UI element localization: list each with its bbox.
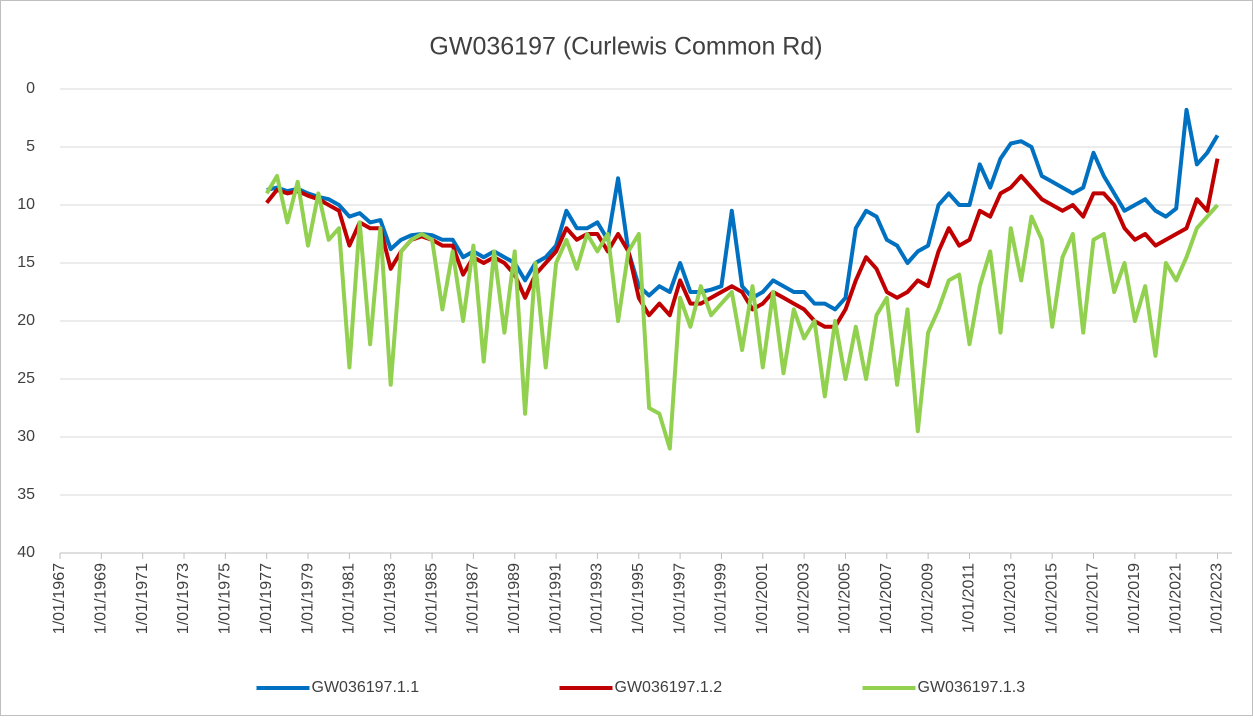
y-tick-label: 30 [17,428,35,445]
x-tick-label: 1/01/1987 [465,563,482,634]
x-tick-label: 1/01/1999 [713,563,730,634]
x-tick-label: 1/01/1991 [547,563,564,634]
x-tick-label: 1/01/2009 [919,563,936,634]
x-tick-label: 1/01/2001 [754,563,771,634]
x-tick-label: 1/01/2013 [1002,563,1019,634]
x-tick-label: 1/01/1997 [671,563,688,634]
y-tick-label: 35 [17,486,35,503]
y-tick-label: 0 [26,80,35,97]
x-tick-label: 1/01/1969 [93,563,110,634]
y-tick-label: 10 [17,196,35,213]
y-tick-label: 15 [17,254,35,271]
y-tick-label: 5 [26,138,35,155]
x-tick-label: 1/01/2017 [1085,563,1102,634]
legend-label: GW036197.1.2 [615,679,723,696]
x-tick-label: 1/01/1993 [589,563,606,634]
x-tick-label: 1/01/1977 [258,563,275,634]
legend-label: GW036197.1.3 [918,679,1026,696]
x-tick-label: 1/01/1975 [217,563,234,634]
x-tick-label: 1/01/2015 [1043,563,1060,634]
x-tick-label: 1/01/2007 [878,563,895,634]
x-tick-label: 1/01/1973 [175,563,192,634]
x-tick-label: 1/01/2019 [1126,563,1143,634]
legend-label: GW036197.1.1 [312,679,420,696]
x-tick-label: 1/01/1971 [134,563,151,634]
x-tick-label: 1/01/2011 [961,563,978,633]
chart-title: GW036197 (Curlewis Common Rd) [429,33,822,61]
x-tick-label: 1/01/2023 [1209,563,1226,634]
x-tick-label: 1/01/1989 [506,563,523,634]
x-tick-label: 1/01/1967 [51,563,68,634]
series-line [264,174,1219,451]
x-tick-label: 1/01/1995 [630,563,647,634]
x-tick-label: 1/01/2021 [1167,563,1184,634]
x-tick-label: 1/01/1985 [423,563,440,634]
y-tick-label: 25 [17,370,35,387]
x-tick-label: 1/01/1983 [382,563,399,634]
x-tick-label: 1/01/2003 [795,563,812,634]
y-tick-label: 40 [17,544,35,561]
y-tick-label: 20 [17,312,35,329]
x-tick-label: 1/01/2005 [837,563,854,634]
x-tick-label: 1/01/1979 [299,563,316,634]
x-tick-label: 1/01/1981 [341,563,358,634]
